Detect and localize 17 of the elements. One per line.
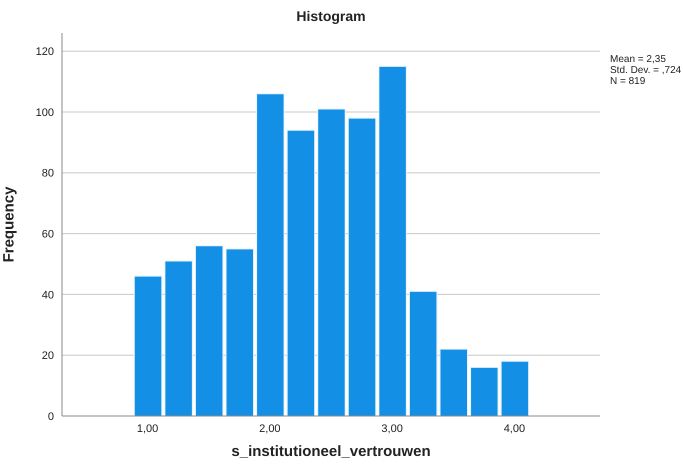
x-axis-title: s_institutioneel_vertrouwen [231,443,431,460]
x-tick-label: 2,00 [259,422,281,435]
y-tick-label: 120 [36,46,54,58]
text: Std. Dev. = ,724 [610,65,682,76]
x-tick-label: 3,00 [381,422,403,435]
text: N = 819 [610,76,646,87]
text: Mean = 2,35 [610,54,667,65]
y-tick-label: 20 [42,350,54,362]
x-tick-label: 1,00 [136,422,158,435]
x-tick-label: 4,00 [504,422,526,435]
y-tick-label: 40 [42,289,54,302]
chart-title: Histogram [295,8,367,24]
y-axis-title: Frequency [0,186,18,262]
y-tick-label: 60 [42,228,54,241]
y-tick-label: 0 [48,410,54,423]
y-tick-label: 100 [36,106,54,119]
y-tick-label: 80 [42,168,54,180]
